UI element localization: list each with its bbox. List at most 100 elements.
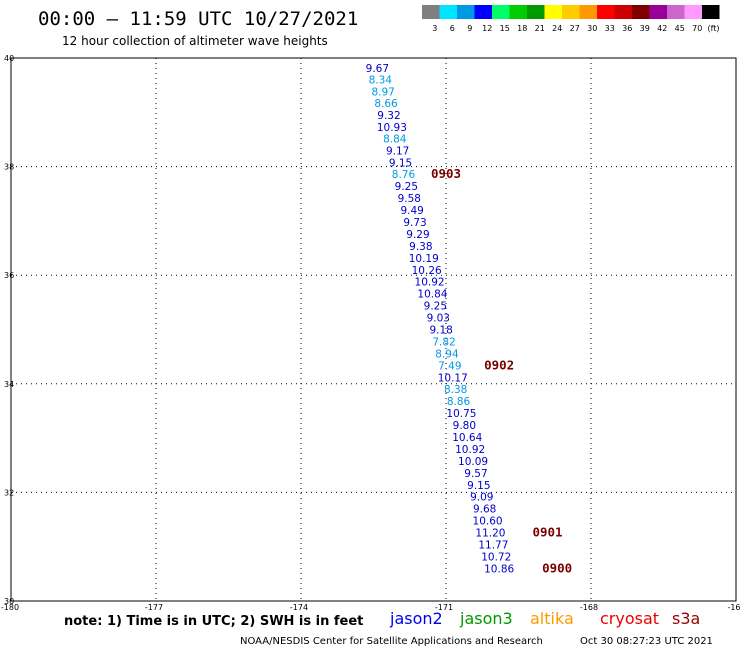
x-tick-label: -168 [580,603,598,612]
x-tick-label: -174 [290,603,308,612]
legend-label: 18 [517,24,527,33]
wave-height-label: 8.38 [444,384,467,396]
wave-height-label: 9.09 [470,492,493,504]
wave-height-label: 11.20 [475,528,505,540]
wave-height-label: 8.76 [392,169,416,181]
wave-height-label: 10.92 [415,277,445,289]
legend-swatch [649,5,667,19]
satellite-legend: jason2 jason3 altika cryosat s3a [389,609,700,628]
wave-height-label: 10.72 [481,551,511,563]
legend-label: 27 [570,24,580,33]
satellite-name: jason3 [459,609,513,628]
pass-time-label: 0901 [532,525,562,540]
credit-text: NOAA/NESDIS Center for Satellite Applica… [240,636,543,647]
wave-height-label: 8.66 [374,98,398,110]
legend-swatch [632,5,650,19]
wave-height-label: 10.17 [438,372,468,384]
legend-label: 15 [500,24,510,33]
y-tick-label: 34 [4,380,14,389]
satellite-name: cryosat [600,609,659,628]
y-tick-label: 30 [4,597,14,606]
wave-height-label: 9.68 [473,504,496,516]
wave-height-label: 9.73 [403,217,426,229]
wave-height-label: 8.97 [371,87,394,99]
legend-swatch [579,5,597,19]
legend-label: 24 [552,24,562,33]
color-legend: 3 6 9 12 15 18 21 24 27 30 33 36 39 42 45 70 (ft) [422,5,720,33]
wave-height-label: 9.17 [386,145,409,157]
wave-height-label: 9.18 [429,325,452,337]
wave-height-label: 10.64 [452,432,482,444]
timestamp-text: Oct 30 08:27:23 UTC 2021 [580,636,713,647]
chart-subtitle: 12 hour collection of altimeter wave hei… [62,34,328,48]
wave-height-label: 9.80 [453,420,476,432]
wave-height-label: 10.26 [412,265,442,277]
wave-height-label: 9.57 [464,468,487,480]
legend-swatch [562,5,580,19]
wave-height-label: 9.25 [424,301,447,313]
wave-height-label: 9.15 [389,157,412,169]
pass-time-label: 0903 [431,166,461,181]
wave-height-label: 10.86 [484,563,514,575]
legend-label: 30 [587,24,597,33]
y-tick-label: 36 [4,271,14,280]
y-tick-label: 40 [4,54,14,63]
wave-height-label: 10.75 [446,408,476,420]
legend-label: 70 [692,24,702,33]
legend-swatch [597,5,615,19]
footnote: note: 1) Time is in UTC; 2) SWH is in fe… [64,614,363,629]
wave-height-label: 9.49 [400,205,423,217]
wave-height-label: 10.19 [409,253,439,265]
wave-height-label: 8.86 [447,396,471,408]
legend-swatch [614,5,632,19]
wave-height-label: 8.94 [435,348,459,360]
plot-frame [10,57,737,602]
pass-time-labels: 0903 0902 0901 0900 [431,166,572,575]
legend-label: 21 [535,24,545,33]
wave-height-label: 10.84 [417,289,447,301]
wave-height-label: 10.09 [458,456,488,468]
satellite-name: altika [530,609,574,628]
x-tick-label: -171 [435,603,453,612]
x-tick-labels: -180 -177 -174 -171 -168 -16 [1,603,740,612]
chart-title: 00:00 – 11:59 UTC 10/27/2021 [38,8,358,30]
legend-label: 9 [467,24,472,33]
legend-swatch [527,5,545,19]
wave-height-label: 11.77 [478,540,508,552]
x-tick-label: -180 [1,603,19,612]
wave-height-label: 9.25 [395,181,418,193]
wave-height-label: 9.67 [366,63,389,75]
legend-label: 33 [605,24,615,33]
legend-swatch [422,5,440,19]
x-tick-label: -177 [145,603,163,612]
pass-time-label: 0900 [542,560,572,575]
legend-label: 6 [450,24,455,33]
legend-swatch [457,5,475,19]
legend-swatch [684,5,702,19]
legend-swatch [544,5,562,19]
wave-height-label: 9.29 [406,229,429,241]
wave-height-label: 10.93 [377,122,407,134]
legend-label: 12 [482,24,492,33]
legend-swatch [474,5,492,19]
pass-time-label: 0902 [484,357,514,372]
y-tick-labels: 40 38 36 34 32 30 [4,54,14,606]
satellite-name: jason2 [389,609,443,628]
legend-label: 36 [622,24,632,33]
legend-swatch [702,5,720,19]
y-tick-label: 38 [4,163,14,172]
legend-label: 45 [675,24,685,33]
legend-swatch [439,5,457,19]
legend-label: 3 [432,24,437,33]
wave-height-label: 10.92 [455,444,485,456]
wave-height-label: 9.58 [398,193,421,205]
wave-height-label: 9.15 [467,480,490,492]
legend-swatch [667,5,685,19]
wave-height-label: 7.82 [432,336,455,348]
x-tick-label: -16 [727,603,740,612]
wave-height-label: 9.32 [377,110,400,122]
legend-label: 42 [657,24,667,33]
legend-unit: (ft) [707,24,719,33]
wave-height-label: 9.03 [427,313,450,325]
